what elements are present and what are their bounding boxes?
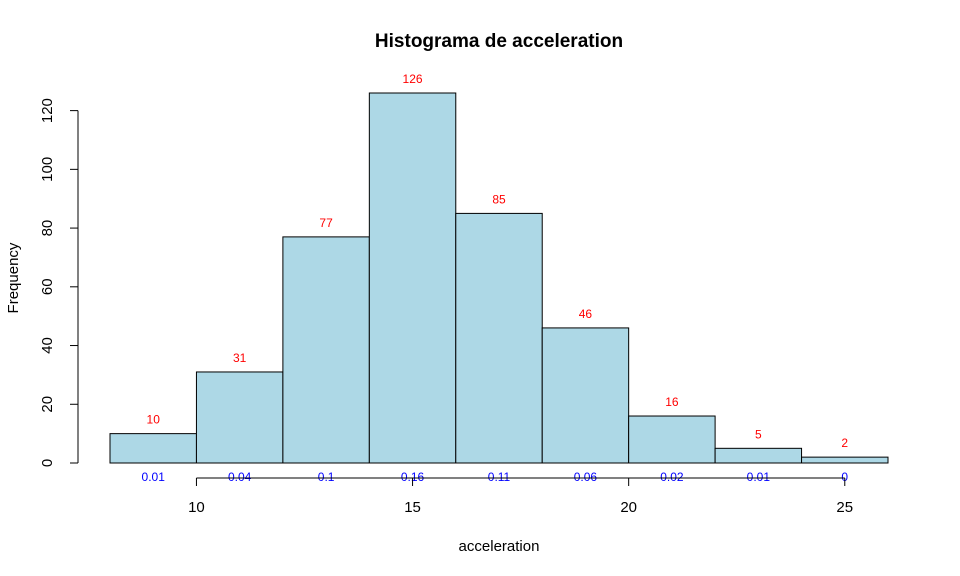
y-tick-label: 20 [39,396,56,413]
x-axis: 10 15 20 25 [188,477,853,516]
bar-count-label: 31 [233,351,247,365]
y-tick-label: 120 [39,98,56,123]
histogram-bar [801,456,889,464]
bar-density-label: 0.16 [401,470,425,484]
bar-density-label: 0 [841,470,848,484]
bar-density-label: 0.11 [488,470,511,484]
y-tick-label: 60 [39,278,56,295]
y-tick-label: 100 [39,157,56,182]
bar-count-label: 10 [147,413,161,427]
bar-density-label: 0.04 [228,470,252,484]
bar-count-label: 16 [665,395,679,409]
bar-count-label: 85 [492,192,506,206]
x-tick-label: 25 [836,499,853,516]
histogram-bar [368,92,457,464]
histogram-bar [282,236,370,464]
x-tick-label: 20 [620,499,637,516]
chart-title: Histograma de acceleration [375,31,623,52]
bar-density-label: 0.01 [142,470,166,484]
x-tick-label: 15 [404,499,421,516]
bars-group [109,92,889,464]
bar-count-label: 126 [403,72,423,86]
bar-count-label: 2 [841,436,848,450]
y-tick-label: 40 [39,337,56,354]
histogram-bar [109,433,197,464]
x-tick-label: 10 [188,499,205,516]
count-labels-group: 10 31 77 126 85 46 16 5 2 [147,72,849,450]
histogram-bar [628,415,716,464]
y-tick-label: 0 [39,459,56,467]
bar-density-label: 0.02 [660,470,684,484]
histogram-bar [195,371,284,464]
histogram-bar [541,327,630,464]
histogram-bar [714,447,803,464]
density-labels-group: 0.01 0.04 0.1 0.16 0.11 0.06 0.02 0.01 0 [142,470,849,484]
histogram-bar [455,212,543,464]
bar-count-label: 46 [579,307,593,321]
bar-density-label: 0.06 [574,470,598,484]
bar-count-label: 77 [319,216,333,230]
y-tick-label: 80 [39,220,56,237]
bar-density-label: 0.01 [747,470,771,484]
bar-count-label: 5 [755,427,762,441]
x-axis-label: acceleration [459,538,540,555]
y-axis-label: Frequency [5,242,22,313]
bar-density-label: 0.1 [318,470,335,484]
y-axis: 0 20 40 60 80 100 120 [39,98,79,467]
